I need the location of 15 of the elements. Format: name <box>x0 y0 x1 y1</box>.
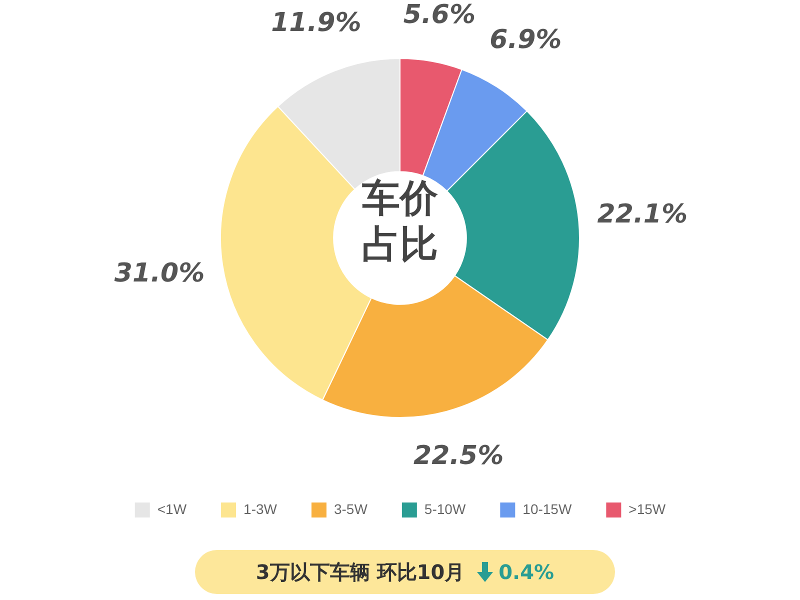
data-label: 22.1% <box>597 200 688 230</box>
legend-label: 10-15W <box>522 500 572 517</box>
data-label: 22.5% <box>413 441 504 472</box>
text: 3万以下车辆 环比10月 <box>256 558 465 586</box>
text: 0.4% <box>498 560 554 584</box>
data-label: 5.6% <box>403 0 476 30</box>
legend-label: >15W <box>628 500 666 517</box>
legend-label: 3-5W <box>334 500 368 517</box>
legend-label: 5-10W <box>424 500 466 517</box>
data-label: 11.9% <box>271 8 362 38</box>
text: 车价占比 <box>361 175 439 267</box>
legend-label: <1W <box>157 500 188 517</box>
data-label: 6.9% <box>490 25 562 56</box>
legend-label: 1-3W <box>244 500 278 517</box>
data-label: 31.0% <box>114 258 205 288</box>
